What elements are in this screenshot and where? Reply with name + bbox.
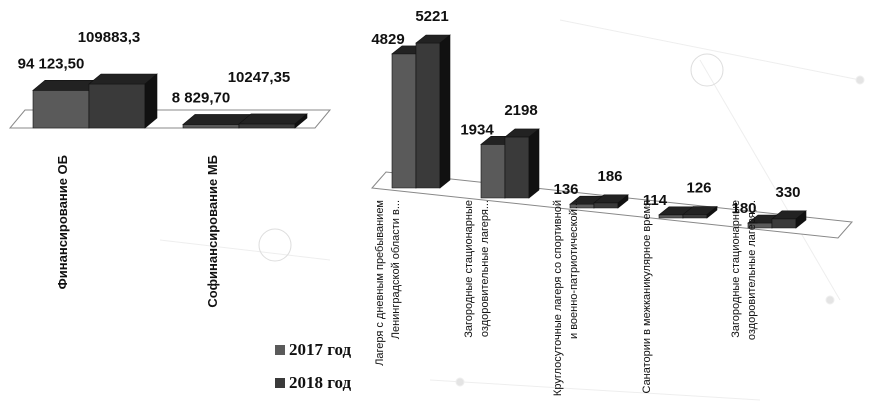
value-label: 186 [597, 168, 622, 185]
bar [771, 210, 807, 229]
bar [88, 73, 158, 129]
value-label: 109883,3 [78, 29, 141, 46]
bar-face [144, 73, 158, 129]
value-label: 330 [775, 184, 800, 201]
bar [504, 128, 540, 199]
bar-face [795, 210, 807, 229]
bar-face [480, 143, 506, 199]
bar-face [294, 113, 308, 129]
value-label: 136 [553, 181, 578, 198]
bar-face [32, 90, 90, 129]
bar-face [593, 202, 619, 209]
legend-label: 2017 год [289, 340, 352, 359]
bar-face [88, 83, 146, 129]
value-label: 1934 [460, 121, 494, 138]
legend-label: 2018 год [289, 373, 352, 392]
background-network [159, 19, 865, 401]
category-label: Загородные стационарные оздоровительные … [730, 200, 758, 341]
bar-face [391, 53, 417, 189]
legend-entry: 2017 год [275, 340, 351, 360]
value-label: 8 829,70 [172, 89, 230, 106]
value-label: 126 [686, 180, 711, 197]
category-label: Круглосуточные лагеря со спортивной и во… [552, 200, 580, 397]
value-label: 4829 [371, 31, 404, 48]
bar [415, 34, 451, 189]
bar-face [682, 214, 708, 219]
legend-entry: 2018 год [275, 373, 351, 393]
bar [682, 205, 718, 219]
bar-face [706, 205, 718, 219]
bar [238, 113, 308, 129]
category-label: Санатории в межканикулярное время [641, 200, 653, 394]
bar-face [238, 123, 296, 129]
bar-face [439, 34, 451, 189]
category-label: Загородные стационарные оздоровительные … [463, 200, 491, 338]
legend-swatch [275, 378, 285, 388]
category-label: Финансирование ОБ [55, 155, 70, 290]
value-label: 94 123,50 [18, 55, 85, 72]
value-label: 5221 [415, 8, 448, 25]
category-label: Софинансирование МБ [205, 155, 220, 308]
bar-face [415, 42, 441, 189]
bar [593, 194, 629, 209]
legend-swatch [275, 345, 285, 355]
category-label: Лагеря с дневным пребыванием Ленинградск… [374, 200, 402, 366]
bar-face [771, 218, 797, 229]
bar-face [617, 194, 629, 209]
value-label: 180 [731, 200, 756, 217]
bar-face [528, 128, 540, 199]
bar-face [182, 124, 240, 129]
value-label: 10247,35 [228, 69, 291, 86]
bar-face [658, 214, 684, 219]
value-label: 114 [643, 192, 668, 209]
value-label: 2198 [504, 102, 537, 119]
bar-face [504, 136, 530, 199]
